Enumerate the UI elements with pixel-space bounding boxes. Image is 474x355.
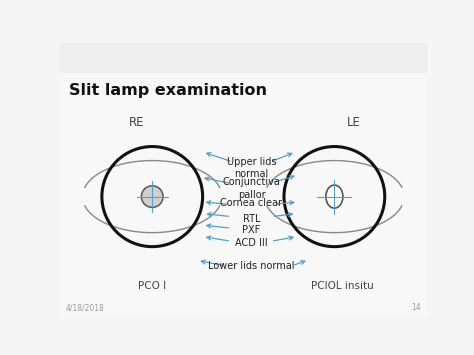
Text: Cornea clear: Cornea clear: [220, 198, 283, 208]
Text: Upper lids
normal: Upper lids normal: [227, 157, 276, 179]
Text: RTL: RTL: [243, 214, 260, 224]
Text: PCO I: PCO I: [138, 281, 166, 291]
Circle shape: [141, 186, 163, 207]
Bar: [59, 43, 427, 72]
Text: LE: LE: [347, 116, 361, 129]
Text: Conjunctiva
pallor: Conjunctiva pallor: [222, 178, 281, 200]
Text: Lower lids normal: Lower lids normal: [208, 261, 295, 271]
Text: PCIOL insitu: PCIOL insitu: [311, 281, 374, 291]
Ellipse shape: [326, 185, 343, 208]
Text: Slit lamp examination: Slit lamp examination: [69, 83, 266, 98]
Text: 14: 14: [411, 303, 420, 312]
Text: PXF: PXF: [242, 225, 261, 235]
Text: 4/18/2018: 4/18/2018: [65, 303, 104, 312]
Text: RE: RE: [129, 116, 145, 129]
Text: ACD III: ACD III: [235, 238, 268, 248]
